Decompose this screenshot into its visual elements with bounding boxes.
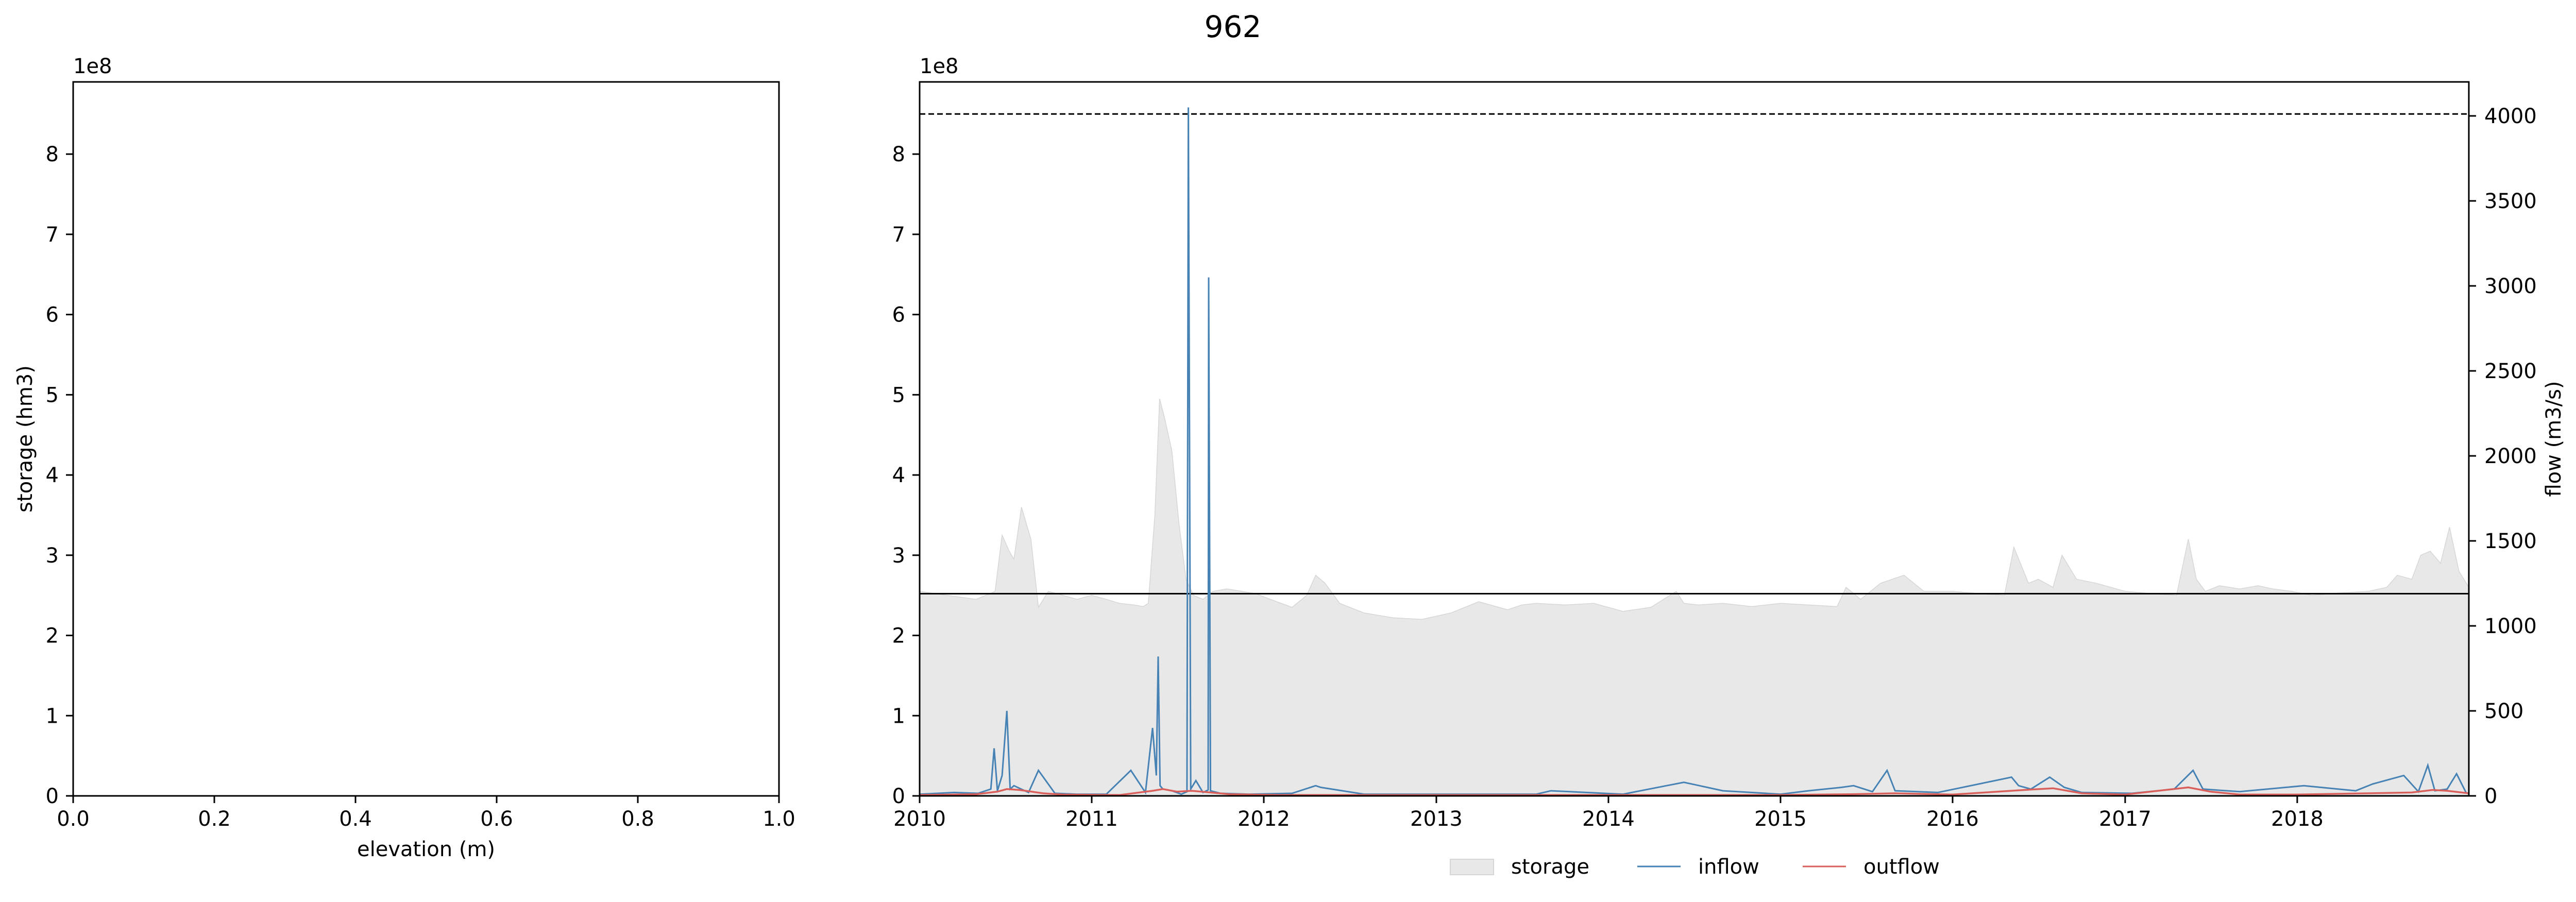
- left-y-tick-label: 0: [46, 785, 59, 808]
- right-y-tick-label: 6: [892, 303, 905, 327]
- legend-inflow-label: inflow: [1698, 855, 1759, 879]
- right-y-tick-label: 1: [892, 704, 905, 728]
- left-x-axis-title: elevation (m): [357, 838, 495, 861]
- left-y-tick-label: 6: [46, 303, 59, 327]
- left-x-tick-label: 1.0: [762, 807, 795, 831]
- left-x-tick-label: 0.4: [339, 807, 372, 831]
- right-y2-tick-label: 3500: [2484, 190, 2537, 213]
- left-y-tick-label: 3: [46, 544, 59, 568]
- right-y-tick-label: 3: [892, 544, 905, 568]
- right-y2-tick-label: 2500: [2484, 360, 2537, 383]
- right-x-tick-label: 2011: [1065, 807, 1118, 831]
- left-x-ticks: 0.0 0.2 0.4 0.6 0.8 1.0: [57, 796, 795, 831]
- left-x-tick-label: 0.2: [198, 807, 231, 831]
- left-x-tick-label: 0.0: [57, 807, 90, 831]
- right-x-tick-label: 2016: [1926, 807, 1979, 831]
- right-y2-tick-label: 1000: [2484, 615, 2537, 638]
- right-y-offset-label: 1e8: [920, 55, 959, 78]
- left-x-tick-label: 0.8: [621, 807, 654, 831]
- right-x-tick-label: 2012: [1238, 807, 1290, 831]
- right-y-tick-label: 0: [892, 785, 905, 808]
- left-y-tick-label: 4: [46, 464, 59, 487]
- right-y-tick-label: 5: [892, 383, 905, 407]
- left-plot-frame: [72, 81, 780, 797]
- legend-storage-label: storage: [1511, 855, 1589, 879]
- right-y2-axis-title: flow (m3/s): [2542, 381, 2566, 497]
- right-y2-ticks: 0 500 1000 1500 2000 2500 3000 3500 4000: [2469, 105, 2537, 808]
- right-y-ticks: 0 1 2 3 4 5 6 7 8: [892, 143, 920, 808]
- left-y-tick-label: 2: [46, 624, 59, 648]
- right-plot-area: [919, 107, 2469, 796]
- right-chart-panel: 1e8 flow (m3/s) 2010 2011 2012 2013 2014 2015…: [892, 55, 2566, 831]
- left-y-ticks: 0 1 2 3 4 5 6 7 8: [46, 143, 73, 808]
- right-y2-tick-label: 3000: [2484, 275, 2537, 298]
- legend-storage-swatch: [1450, 859, 1494, 875]
- right-y2-tick-label: 2000: [2484, 445, 2537, 468]
- right-x-tick-label: 2018: [2271, 807, 2324, 831]
- left-y-tick-label: 5: [46, 383, 59, 407]
- legend: storage inflow outflow: [1450, 855, 1940, 879]
- outflow-series-line: [919, 786, 2469, 796]
- right-y-tick-label: 8: [892, 143, 905, 166]
- right-x-tick-label: 2014: [1582, 807, 1635, 831]
- right-x-tick-label: 2010: [893, 807, 946, 831]
- right-y-tick-label: 7: [892, 223, 905, 247]
- right-y2-tick-label: 1500: [2484, 530, 2537, 553]
- left-y-tick-label: 7: [46, 223, 59, 247]
- right-x-ticks: 2010 2011 2012 2013 2014 2015 2016 2017 2018: [893, 796, 2324, 831]
- right-plot-frame: [919, 81, 2470, 797]
- left-chart-panel: 1e8 elevation (m) storage (hm3) 0.0 0.2 0.…: [13, 55, 795, 861]
- left-y-tick-label: 1: [46, 704, 59, 728]
- right-x-tick-label: 2013: [1410, 807, 1463, 831]
- right-y2-tick-label: 0: [2484, 785, 2497, 808]
- left-y-offset-label: 1e8: [73, 55, 112, 78]
- legend-outflow-label: outflow: [1863, 855, 1940, 879]
- right-y2-tick-label: 500: [2484, 700, 2523, 723]
- left-y-axis-title: storage (hm3): [13, 365, 37, 513]
- left-y-tick-label: 8: [46, 143, 59, 166]
- storage-area: [919, 398, 2469, 796]
- right-x-tick-label: 2017: [2099, 807, 2151, 831]
- right-x-tick-label: 2015: [1754, 807, 1807, 831]
- right-y-tick-label: 4: [892, 464, 905, 487]
- right-y-tick-label: 2: [892, 624, 905, 648]
- left-x-tick-label: 0.6: [480, 807, 513, 831]
- right-y2-tick-label: 4000: [2484, 105, 2537, 128]
- figure-title: 962: [1205, 9, 1262, 44]
